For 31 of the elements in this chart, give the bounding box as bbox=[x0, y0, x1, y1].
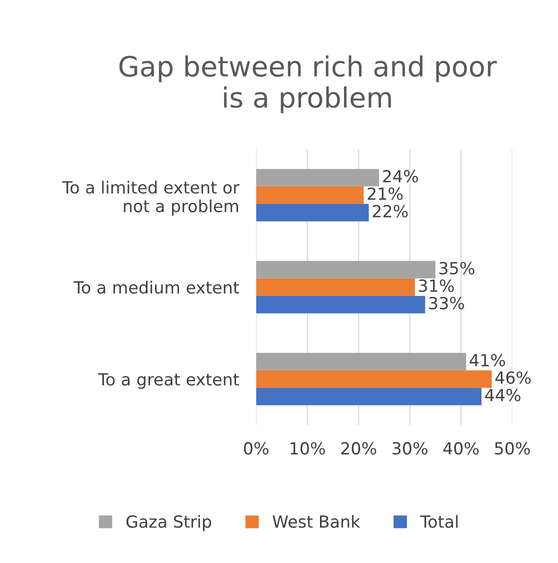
data-label: 31% bbox=[418, 279, 454, 292]
bar bbox=[256, 186, 364, 204]
bar bbox=[256, 370, 492, 388]
bar bbox=[256, 260, 436, 278]
legend-label: West Bank bbox=[272, 514, 360, 528]
legend-label: Total bbox=[420, 514, 458, 528]
legend-label: Gaza Strip bbox=[126, 514, 212, 532]
bar bbox=[256, 168, 380, 186]
x-tick-label: 30% bbox=[392, 442, 428, 455]
data-label: 24% bbox=[383, 170, 418, 183]
x-tick-label: 10% bbox=[290, 442, 325, 455]
bar bbox=[256, 388, 482, 406]
chart-title: Gap between rich and poor is a problem bbox=[119, 55, 497, 114]
x-tick-label: 40% bbox=[443, 442, 479, 455]
data-label: 46% bbox=[495, 371, 531, 384]
x-tick-label: 50% bbox=[495, 442, 530, 455]
data-label: 33% bbox=[429, 296, 464, 310]
bar bbox=[256, 278, 415, 296]
data-label: 44% bbox=[485, 388, 520, 402]
data-label: 21% bbox=[368, 187, 403, 200]
x-tick-label: 20% bbox=[341, 442, 376, 455]
x-tick-label: 0% bbox=[244, 442, 268, 455]
bar bbox=[256, 204, 369, 222]
data-label: 35% bbox=[439, 262, 474, 274]
data-label: 22% bbox=[372, 204, 408, 218]
bar bbox=[256, 352, 466, 370]
y-tick-label: To a limited extent or not a problem bbox=[62, 180, 240, 216]
bar bbox=[256, 296, 426, 314]
y-tick-label: To a great extent bbox=[98, 373, 240, 389]
data-label: 41% bbox=[470, 354, 506, 366]
y-tick-label: To a medium extent bbox=[74, 280, 240, 294]
